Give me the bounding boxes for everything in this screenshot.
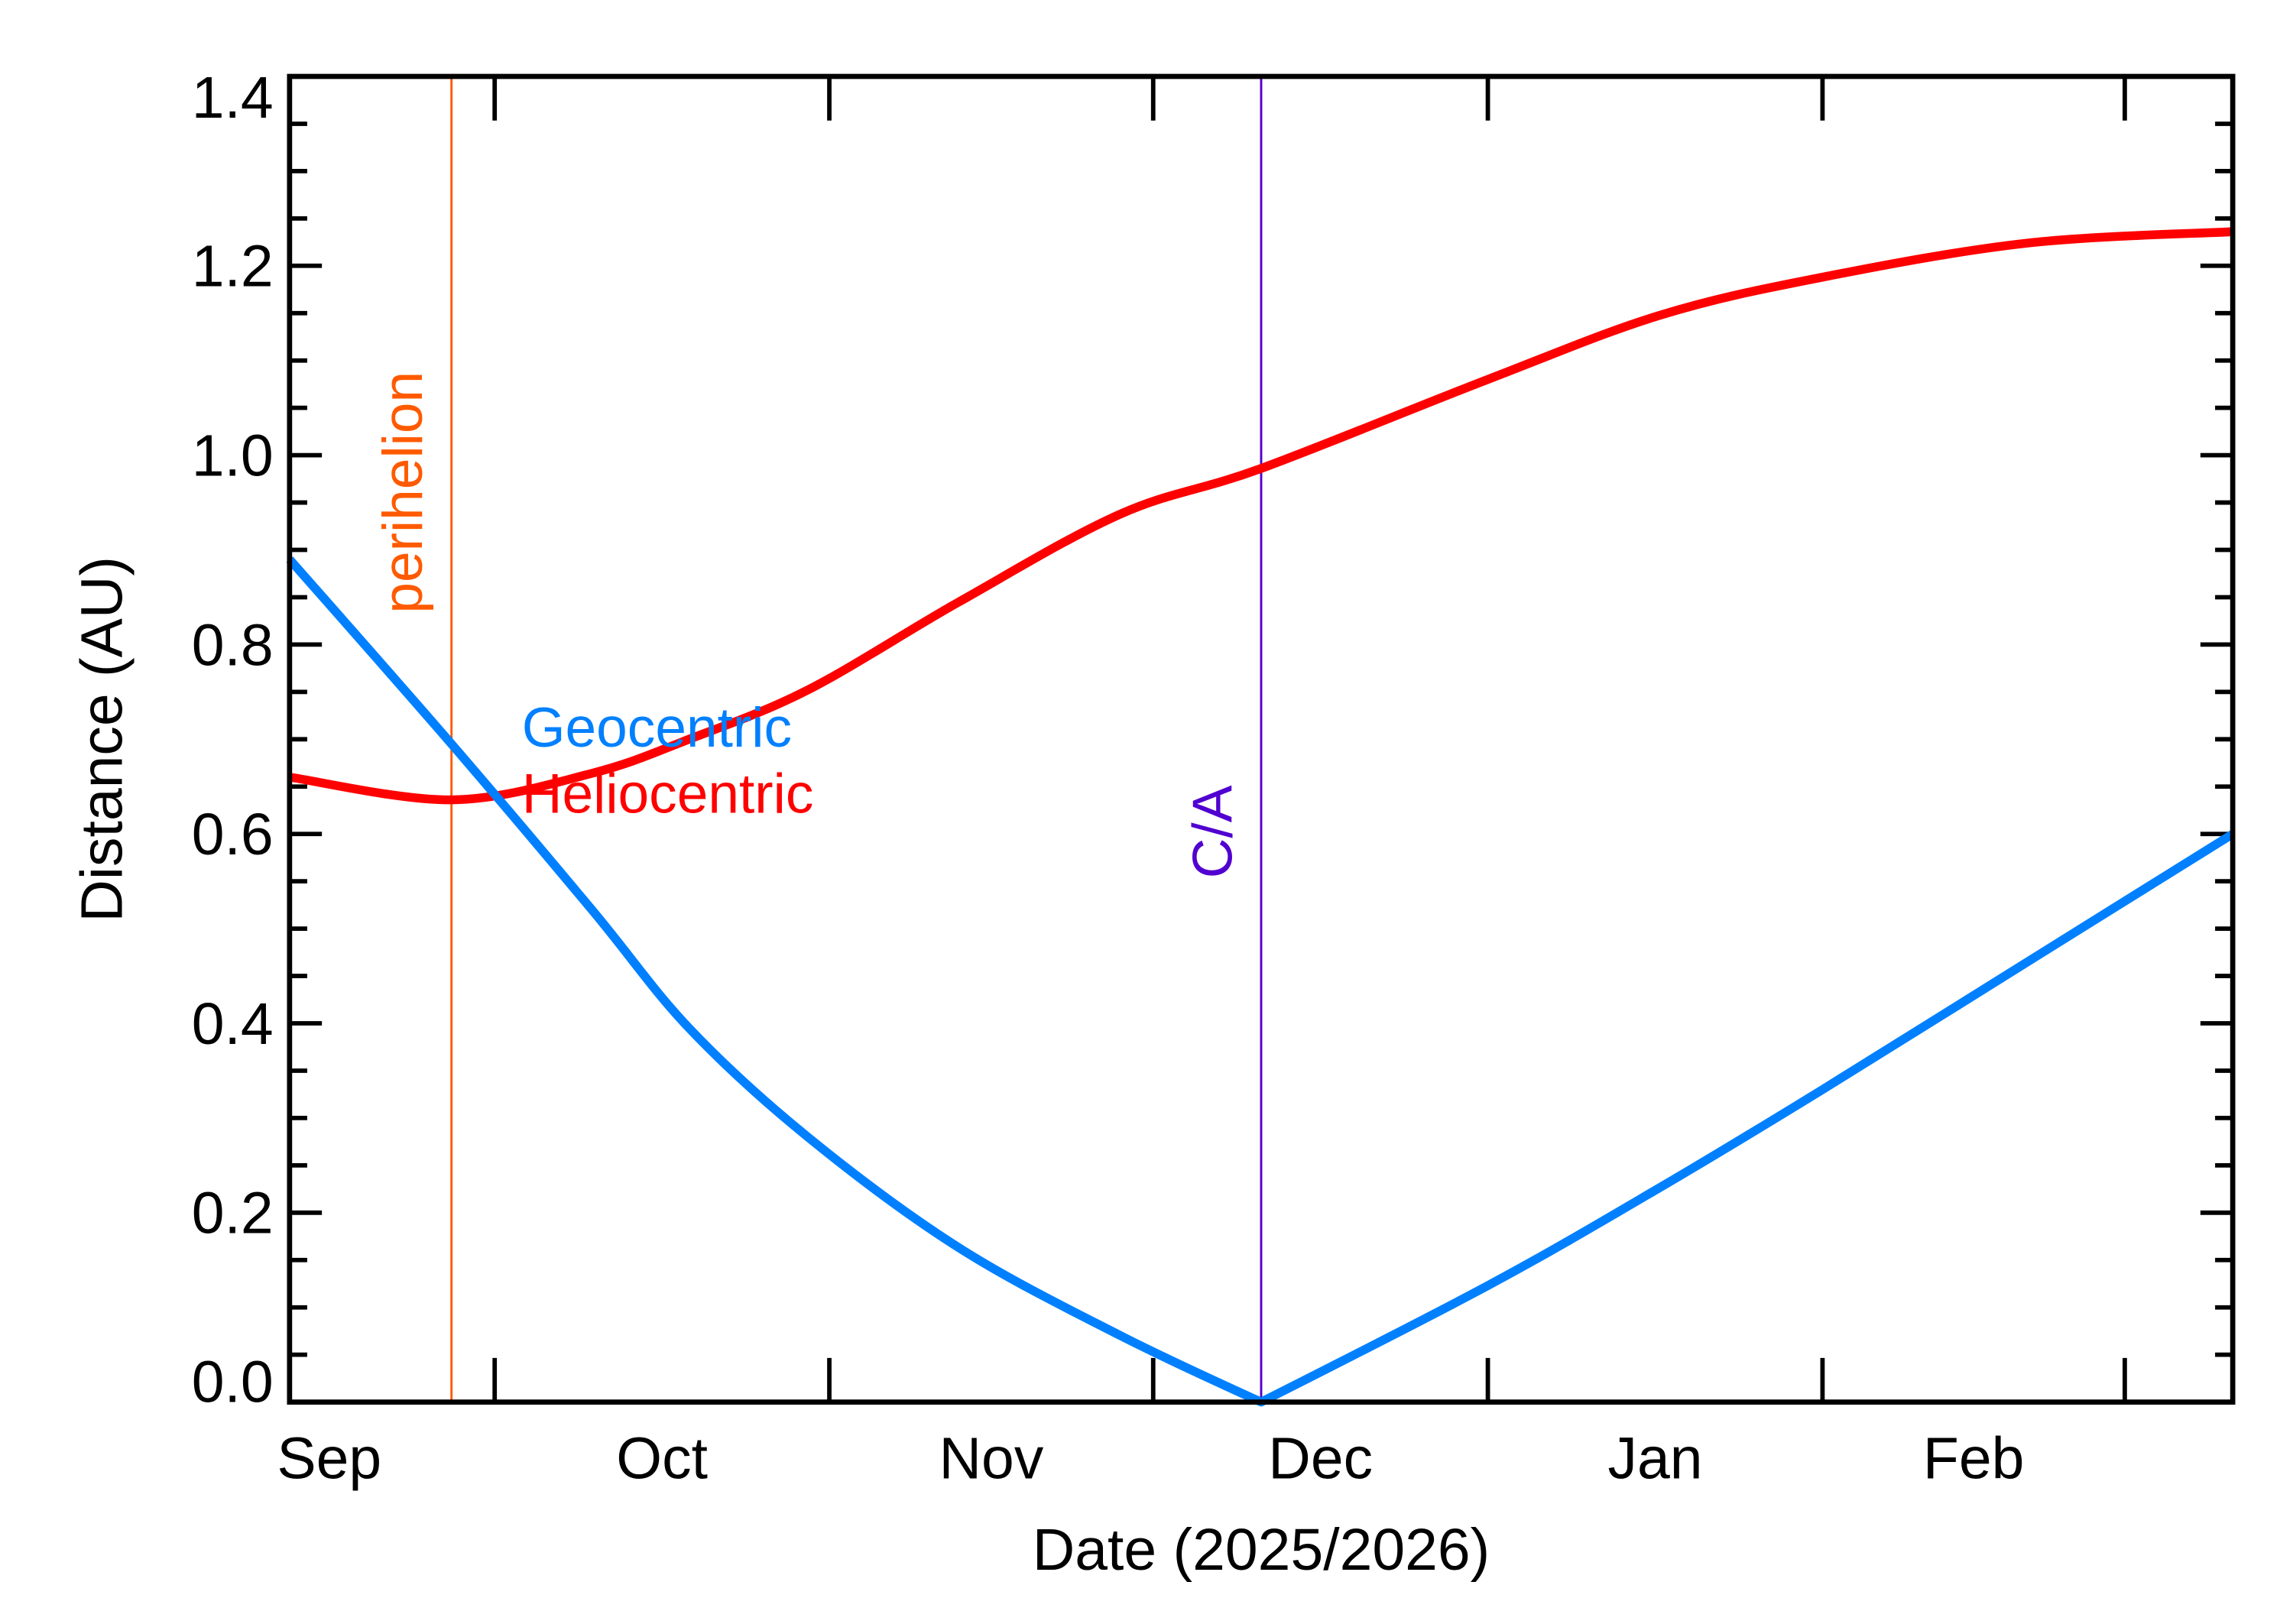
- x-tick-label: Dec: [1268, 1426, 1373, 1492]
- annotation-label-ca: C/A: [1182, 785, 1244, 878]
- x-axis-label: Date (2025/2026): [1033, 1517, 1490, 1583]
- x-tick-label: Jan: [1608, 1426, 1703, 1492]
- x-tick-label: Sep: [277, 1426, 381, 1492]
- y-tick-label: 0.8: [192, 612, 274, 678]
- y-tick-label: 1.4: [192, 65, 274, 131]
- x-tick-label: Feb: [1923, 1426, 2025, 1492]
- y-tick-label: 0.4: [192, 991, 274, 1057]
- y-axis-label: Distance (AU): [70, 556, 135, 922]
- plot-marks: 0.0 0.2 0.4 0.6 0.8 1.0 1.2 1.4 Sep Oct Nov Dec Jan F…: [192, 65, 2236, 1492]
- y-tick-label: 1.0: [192, 423, 274, 489]
- x-tick-label: Nov: [939, 1426, 1044, 1492]
- y-tick-label: 0.0: [192, 1350, 274, 1415]
- series-label-heliocentric: Heliocentric: [522, 763, 814, 825]
- annotation-label-perihelion: perihelion: [372, 371, 434, 614]
- y-tick-label: 0.2: [192, 1181, 274, 1246]
- y-tick-label: 0.6: [192, 802, 274, 867]
- series-label-geocentric: Geocentric: [522, 697, 792, 759]
- plot-frame: [287, 73, 2236, 1405]
- x-tick-label: Oct: [616, 1426, 708, 1492]
- series-line-heliocentric: [289, 227, 2233, 805]
- series-line-geocentric: [286, 556, 2236, 1407]
- y-tick-label: 1.2: [192, 234, 274, 300]
